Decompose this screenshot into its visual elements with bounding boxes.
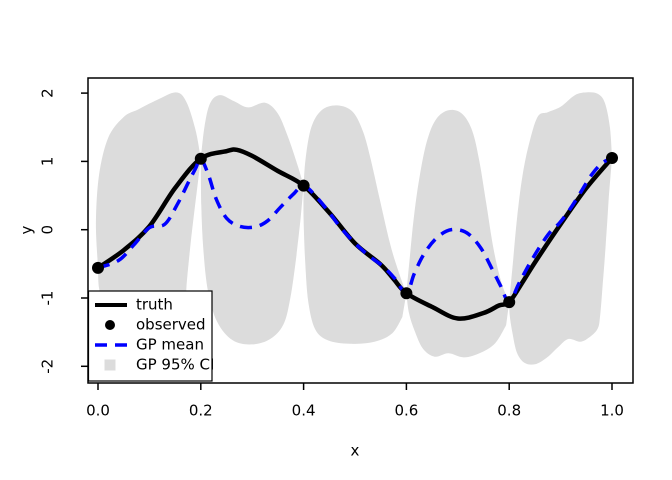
ci-region-segment: [509, 92, 612, 365]
ci-region-segment: [95, 92, 201, 339]
y-axis-tick-label: 1: [39, 157, 57, 167]
y-axis-tick-label: -2: [39, 359, 57, 374]
x-axis-tick-label: 1.0: [600, 402, 624, 420]
ci-region-segment: [200, 95, 304, 345]
ci-region-segment: [406, 109, 510, 358]
y-axis-title: y: [18, 225, 36, 234]
y-axis-tick-label: 2: [39, 88, 57, 98]
legend-label-gp-mean: GP mean: [136, 336, 204, 354]
x-axis-tick-label: 0.0: [86, 402, 110, 420]
legend: truth observed GP mean GP 95% CI: [87, 290, 214, 382]
x-axis-tick-label: 0.8: [497, 402, 521, 420]
plot-border: [87, 77, 634, 384]
y-axis-tick-label: 0: [39, 225, 57, 235]
observed-point: [297, 179, 310, 192]
observed-point: [400, 287, 413, 300]
x-axis-tick-label: 0.4: [292, 402, 316, 420]
legend-label-truth: truth: [136, 296, 173, 314]
observed-point: [503, 296, 516, 309]
x-axis-title: x: [351, 442, 360, 460]
legend-observed-point: [105, 320, 115, 330]
x-axis-tick-label: 0.6: [394, 402, 418, 420]
observed-point: [92, 261, 104, 274]
ci-region-segment: [303, 105, 407, 344]
y-axis-tick-label: -1: [39, 291, 57, 306]
plot-area: [92, 92, 618, 365]
legend-label-observed: observed: [136, 316, 206, 334]
x-axis-tick-label: 0.2: [189, 402, 213, 420]
observed-point: [194, 152, 207, 165]
observed-point: [606, 152, 618, 164]
legend-label-gp-95-ci: GP 95% CI: [136, 356, 214, 374]
legend-ci-swatch: [104, 359, 116, 371]
